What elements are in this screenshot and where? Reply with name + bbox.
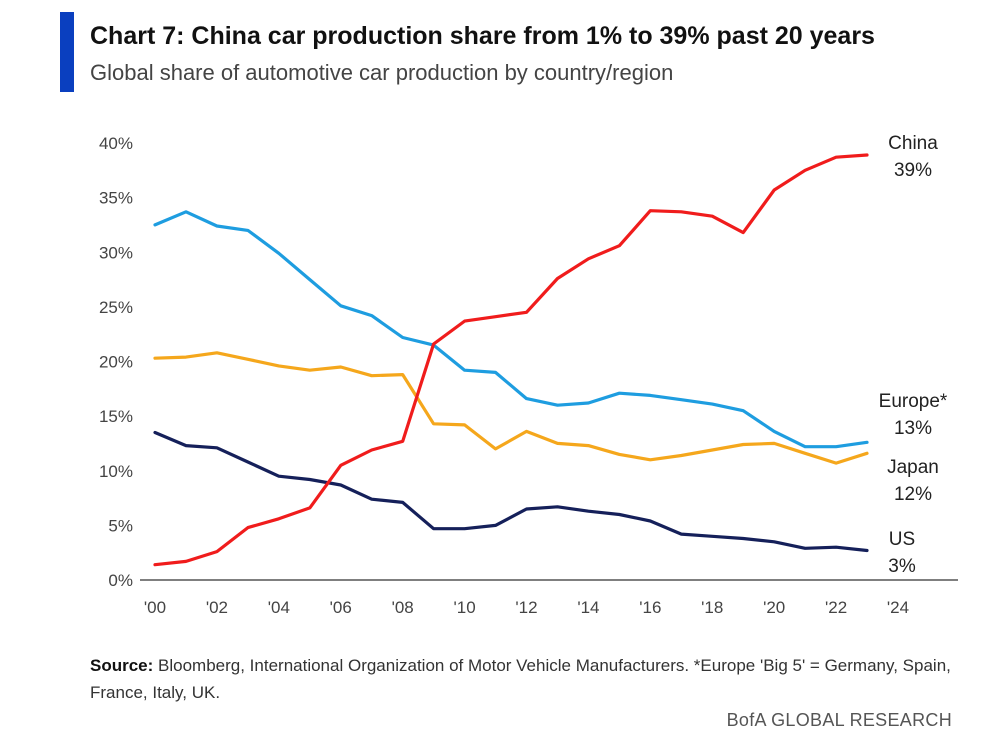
series-value-label-japan: 12% <box>894 484 932 505</box>
series-value-label-us: 3% <box>888 556 916 577</box>
y-tick-label: 15% <box>99 407 133 426</box>
series-label-china: China <box>888 133 938 154</box>
x-tick-label: '00 <box>144 598 166 617</box>
x-tick-label: '22 <box>825 598 847 617</box>
series-value-label-china: 39% <box>894 160 932 181</box>
chart-subtitle: Global share of automotive car productio… <box>90 60 674 85</box>
title-accent-bar <box>60 12 74 92</box>
series-value-label-europe: 13% <box>894 418 932 439</box>
y-tick-label: 0% <box>108 571 133 590</box>
x-tick-label: '16 <box>639 598 661 617</box>
y-tick-label: 10% <box>99 462 133 481</box>
x-tick-label: '06 <box>330 598 352 617</box>
series-label-japan: Japan <box>887 457 939 478</box>
x-tick-label: '10 <box>454 598 476 617</box>
source-note: Source: Bloomberg, International Organiz… <box>90 652 970 706</box>
series-line-europe <box>153 210 869 449</box>
x-tick-label: '20 <box>763 598 785 617</box>
x-tick-label: '04 <box>268 598 290 617</box>
chart-title: Chart 7: China car production share from… <box>90 22 875 50</box>
y-tick-label: 5% <box>108 516 133 535</box>
x-tick-label: '14 <box>577 598 599 617</box>
y-tick-label: 40% <box>99 134 133 153</box>
series-label-europe: Europe* <box>879 391 948 412</box>
x-tick-label: '08 <box>392 598 414 617</box>
x-tick-label: '24 <box>887 598 909 617</box>
series-line-us <box>153 430 869 553</box>
y-tick-label: 35% <box>99 189 133 208</box>
brand-label: BofA GLOBAL RESEARCH <box>726 710 952 730</box>
series-line-china <box>153 153 869 567</box>
x-tick-label: '12 <box>515 598 537 617</box>
series-label-us: US <box>889 529 915 550</box>
y-tick-label: 20% <box>99 353 133 372</box>
x-tick-label: '02 <box>206 598 228 617</box>
series-line-japan <box>153 351 869 465</box>
y-tick-label: 25% <box>99 298 133 317</box>
source-text: Bloomberg, International Organization of… <box>90 656 951 702</box>
source-label: Source: <box>90 656 154 675</box>
y-tick-label: 30% <box>99 243 133 262</box>
x-tick-label: '18 <box>701 598 723 617</box>
